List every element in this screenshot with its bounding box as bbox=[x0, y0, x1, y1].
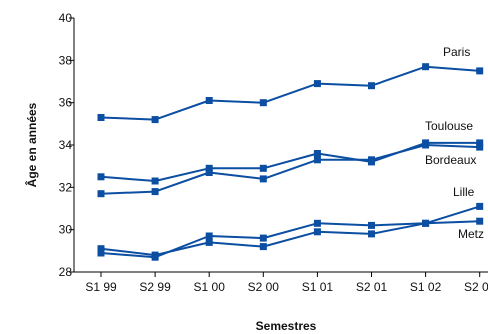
data-point-paris-2 bbox=[205, 97, 213, 104]
data-point-bordeaux-6 bbox=[422, 141, 430, 149]
series-line-toulouse bbox=[100, 141, 480, 182]
data-point-toulouse-4 bbox=[313, 150, 321, 157]
data-point-paris-6 bbox=[422, 63, 430, 71]
series-label-lille: Lille bbox=[453, 185, 475, 199]
data-point-toulouse-2 bbox=[205, 164, 213, 172]
data-point-toulouse-0 bbox=[97, 173, 105, 181]
y-ticks: 28 30 32 34 36 38 40 bbox=[59, 11, 74, 279]
y-axis-title: Âge en années bbox=[24, 102, 39, 187]
x-tick-label-s2-99: S2 99 bbox=[139, 280, 171, 294]
y-tick-label-38: 38 bbox=[59, 53, 73, 67]
series-line-paris bbox=[100, 65, 480, 121]
data-point-toulouse-1 bbox=[151, 177, 159, 185]
data-point-lille-7 bbox=[476, 202, 484, 210]
data-point-bordeaux-7 bbox=[476, 143, 484, 151]
y-tick-label-30: 30 bbox=[59, 223, 73, 237]
series-layer bbox=[97, 63, 484, 261]
data-point-metz-6 bbox=[422, 219, 430, 227]
y-tick-label-34: 34 bbox=[59, 138, 73, 152]
x-tick-label-s1-01: S1 01 bbox=[302, 280, 334, 294]
data-point-metz-0 bbox=[97, 249, 105, 257]
data-point-metz-1 bbox=[151, 253, 159, 261]
series-label-toulouse: Toulouse bbox=[425, 119, 473, 133]
data-point-metz-5 bbox=[368, 221, 375, 229]
data-point-paris-1 bbox=[151, 116, 159, 124]
x-tick-label-s1-02: S1 02 bbox=[410, 280, 442, 294]
data-point-lille-4 bbox=[313, 228, 321, 236]
data-point-paris-4 bbox=[313, 80, 321, 88]
x-ticks: S1 99 S2 99 S1 00 S2 00 S1 01 S2 01 S1 02 S2 02 bbox=[85, 272, 488, 294]
y-tick-label-36: 36 bbox=[59, 96, 73, 110]
series-line-bordeaux bbox=[100, 144, 480, 195]
y-tick-label-28: 28 bbox=[59, 265, 73, 279]
series-paris bbox=[97, 63, 484, 124]
x-tick-label-s1-00: S1 00 bbox=[194, 280, 226, 294]
data-point-lille-2 bbox=[205, 238, 213, 246]
x-axis-title: Semestres bbox=[256, 319, 317, 333]
x-tick-label-s2-00: S2 00 bbox=[248, 280, 280, 294]
data-point-paris-7 bbox=[476, 67, 484, 75]
series-line-metz bbox=[100, 220, 480, 259]
y-tick-label-40: 40 bbox=[59, 11, 73, 25]
data-point-toulouse-7 bbox=[476, 139, 484, 147]
data-point-bordeaux-4 bbox=[313, 156, 321, 164]
y-tick-label-32: 32 bbox=[59, 180, 73, 194]
data-point-bordeaux-0 bbox=[97, 190, 105, 198]
data-point-metz-2 bbox=[205, 232, 213, 240]
data-point-lille-5 bbox=[368, 230, 375, 238]
data-point-bordeaux-3 bbox=[259, 175, 267, 183]
data-point-metz-7 bbox=[476, 217, 484, 225]
data-point-bordeaux-5 bbox=[368, 156, 375, 164]
series-metz bbox=[97, 217, 484, 261]
data-point-toulouse-3 bbox=[259, 164, 267, 172]
data-point-metz-4 bbox=[313, 219, 321, 227]
x-tick-label-s2-01: S2 01 bbox=[356, 280, 388, 294]
series-label-metz: Metz bbox=[458, 227, 484, 241]
data-point-lille-0 bbox=[97, 245, 105, 253]
data-point-bordeaux-1 bbox=[151, 188, 159, 196]
series-bordeaux bbox=[97, 141, 484, 198]
data-point-paris-0 bbox=[97, 114, 105, 121]
data-point-paris-5 bbox=[368, 82, 375, 90]
data-point-bordeaux-2 bbox=[205, 169, 213, 176]
data-point-lille-3 bbox=[259, 243, 267, 251]
series-label-bordeaux: Bordeaux bbox=[425, 153, 476, 167]
x-tick-label-s1-99: S1 99 bbox=[85, 280, 117, 294]
series-labels: Paris Toulouse Bordeaux Lille Metz bbox=[425, 45, 484, 241]
data-point-metz-3 bbox=[259, 234, 267, 242]
series-label-paris: Paris bbox=[443, 45, 470, 59]
data-point-paris-3 bbox=[259, 99, 267, 107]
x-tick-label-s2-02: S2 02 bbox=[464, 280, 488, 294]
